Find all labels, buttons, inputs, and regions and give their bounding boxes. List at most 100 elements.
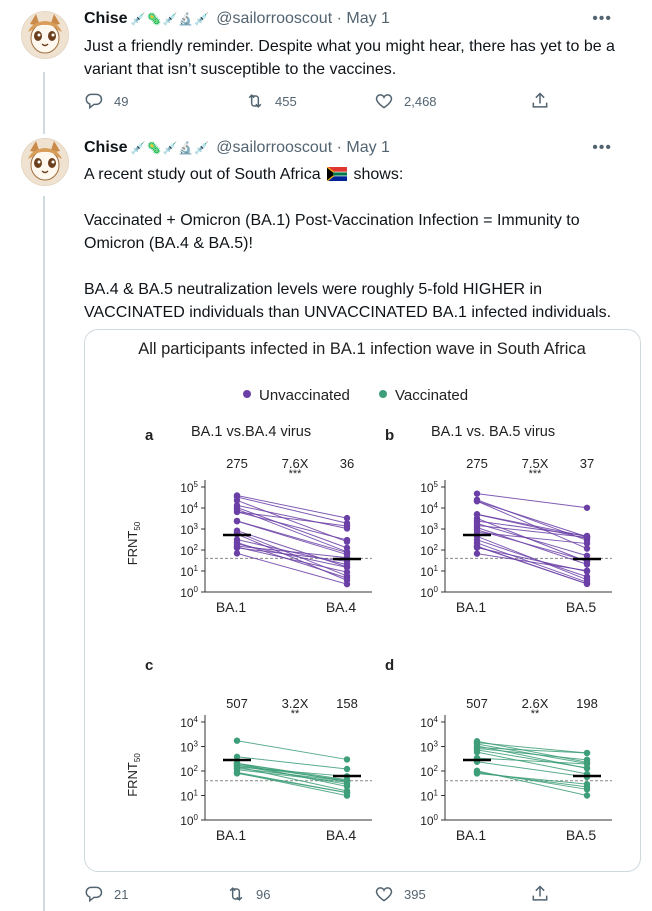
paired-line [236,496,348,524]
y-tick-label: 100 [180,585,198,600]
data-point [233,493,241,501]
paired-line [476,757,588,765]
like-count: 2,468 [404,93,437,109]
tweet-text-part: A recent study out of South Africa [84,166,321,183]
paired-line [476,524,588,538]
figure-title: All participants infected in BA.1 infect… [138,340,586,358]
avatar-image [22,139,68,185]
more-options-icon[interactable]: ••• [592,139,612,156]
retweet-button[interactable]: 455 [245,91,297,111]
reply-button[interactable]: 21 [84,884,128,904]
data-point [233,762,241,769]
left-gmt: 275 [226,456,248,471]
data-point [583,504,591,511]
tweet-paragraph-2: Vaccinated + Omicron (BA.1) Post-Vaccina… [84,212,580,252]
retweet-icon [248,94,262,108]
avatar[interactable] [21,11,69,59]
y-tick-label: 105 [420,480,438,495]
paired-line [476,740,588,763]
y-tick-label: 102 [420,543,438,558]
data-point [473,536,481,544]
share-button[interactable] [530,91,550,111]
paired-line [236,766,348,792]
x-label-right: BA.4 [326,599,357,615]
separator-dot: · [332,10,347,27]
data-point [473,550,481,557]
retweet-button[interactable]: 96 [226,884,270,904]
paired-line [236,508,348,553]
data-point [583,533,591,540]
paired-line [236,506,348,549]
data-point [473,490,481,497]
y-axis-label: FRNT50 [125,753,142,797]
avatar-image [22,12,68,58]
paired-line [236,552,348,585]
reply-count: 21 [114,886,129,902]
paired-line [476,523,588,557]
paired-line [476,531,588,545]
data-point [343,568,351,576]
name-emoji: 💉🦠💉🔬💉 [130,12,211,26]
data-point [343,792,351,799]
panel-d: d 507 2.6X** 198 104 103 102 101 100 BA.1 BA.5 [385,657,612,843]
data-point [343,538,351,545]
y-tick-label: 100 [420,813,438,828]
like-button[interactable]: 395 [374,884,426,904]
significance-stars: *** [289,468,303,480]
display-name[interactable]: Chise [84,139,128,156]
data-point [233,769,241,777]
panel-subtitle: BA.1 vs. BA.5 virus [431,424,555,440]
paired-line [236,542,348,579]
x-label-left: BA.1 [216,827,247,843]
data-point [343,765,351,773]
legend-marker-unvaccinated [243,390,251,398]
data-point [233,737,241,744]
display-name[interactable]: Chise [84,10,128,27]
data-point [343,549,351,556]
paired-line [476,553,588,572]
south-africa-flag-icon [327,167,348,181]
paired-line [476,745,588,769]
panel-letter: d [385,657,394,674]
reply-button[interactable]: 49 [84,91,128,111]
data-point [473,520,481,527]
handle[interactable]: @sailorrooscout [216,10,333,27]
y-tick-label: 102 [180,543,198,558]
y-tick-label: 101 [180,789,198,804]
attached-image[interactable]: All participants infected in BA.1 infect… [84,329,641,872]
data-point [583,573,591,580]
panel-letter: a [145,427,154,444]
paired-line [236,756,348,770]
tweet-header: Chise 💉🦠💉🔬💉 @sailorrooscout · May 1 ••• [84,10,632,32]
paired-line [476,499,588,541]
like-button[interactable]: 2,468 [374,91,437,111]
paired-line [236,520,348,554]
data-point [473,511,481,518]
data-point [343,756,351,763]
share-button[interactable] [530,884,550,904]
avatar[interactable] [21,138,69,186]
left-gmt: 507 [466,696,488,711]
more-options-icon[interactable]: ••• [592,10,612,27]
handle[interactable]: @sailorrooscout [216,139,333,156]
paired-line [476,751,588,775]
paired-line [476,526,588,565]
timestamp[interactable]: May 1 [346,139,390,156]
paired-line [236,547,348,562]
panel-subtitle: BA.1 vs.BA.4 virus [191,424,311,440]
retweet-count: 96 [256,886,271,902]
data-point [583,780,591,788]
panel-letter: b [385,427,394,444]
y-tick-label: 102 [420,764,438,779]
data-point [583,545,591,552]
data-point [343,781,351,788]
panel-c: c 507 3.2X** 158 104 103 102 101 100 FRNT50 BA.1 BA… [125,657,372,843]
x-label-right: BA.4 [326,827,357,843]
paired-line [236,533,348,581]
figure-svg: All participants infected in BA.1 infect… [125,340,612,843]
paired-line [236,504,348,529]
y-tick-label: 103 [180,740,198,755]
timestamp[interactable]: May 1 [346,10,390,27]
y-tick-label: 104 [180,501,198,516]
thread-connector-line [43,72,45,134]
